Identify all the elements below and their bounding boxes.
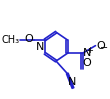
Text: O: O [96,41,105,51]
Text: −: − [100,43,108,53]
Text: O: O [24,34,33,44]
Text: N: N [36,42,44,52]
Text: N: N [68,77,76,87]
Text: O: O [83,58,92,68]
Text: CH₃: CH₃ [2,35,20,45]
Text: N: N [83,48,91,58]
Text: +: + [87,46,93,55]
